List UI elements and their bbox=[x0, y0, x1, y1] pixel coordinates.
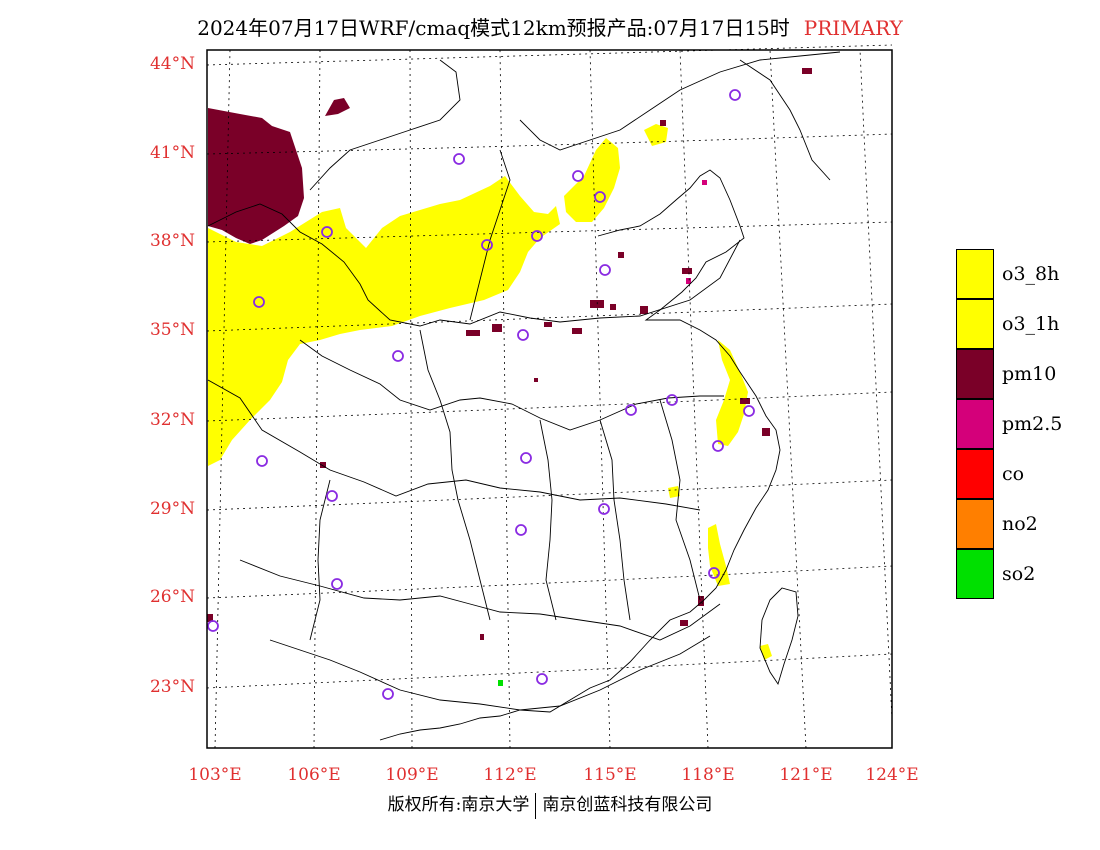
longitude-label: 118°E bbox=[681, 765, 735, 785]
legend-label: no2 bbox=[1002, 513, 1038, 535]
legend-item: no2 bbox=[956, 499, 1076, 549]
legend-item: so2 bbox=[956, 549, 1076, 599]
map-frame-bg bbox=[207, 50, 892, 748]
legend-label: o3_8h bbox=[1002, 263, 1060, 285]
legend-swatch bbox=[956, 449, 994, 499]
latitude-label: 38°N bbox=[149, 231, 195, 251]
station-markers bbox=[207, 89, 755, 700]
o3-patch-central bbox=[208, 176, 560, 466]
longitude-label: 121°E bbox=[779, 765, 833, 785]
legend-item: pm10 bbox=[956, 349, 1076, 399]
legend-item: o3_8h bbox=[956, 249, 1076, 299]
station-marker bbox=[708, 567, 720, 579]
legend-swatch bbox=[956, 349, 994, 399]
station-marker bbox=[207, 620, 219, 632]
station-marker bbox=[453, 153, 465, 165]
legend-swatch bbox=[956, 299, 994, 349]
o3-patch-liaoning bbox=[644, 124, 668, 146]
longitude-label: 106°E bbox=[287, 765, 341, 785]
legend-swatch bbox=[956, 499, 994, 549]
latitude-label: 35°N bbox=[149, 320, 195, 340]
o3-patch-yangtze-delta bbox=[716, 340, 748, 446]
latitude-label: 32°N bbox=[149, 410, 195, 430]
footer-left: 版权所有:南京大学 bbox=[387, 795, 530, 815]
legend-label: o3_1h bbox=[1002, 313, 1060, 335]
latitude-label: 29°N bbox=[149, 499, 195, 519]
station-marker bbox=[666, 394, 678, 406]
latitude-label: 41°N bbox=[149, 143, 195, 163]
legend-swatch bbox=[956, 249, 994, 299]
station-marker bbox=[712, 440, 724, 452]
station-marker bbox=[536, 673, 548, 685]
o3-patch-north-hebei bbox=[564, 138, 620, 222]
latitude-label: 26°N bbox=[149, 587, 195, 607]
latitude-label: 44°N bbox=[149, 54, 195, 74]
map-title: 2024年07月17日WRF/cmaq模式12km预报产品:07月17日15时 P… bbox=[0, 12, 1100, 41]
footer-right: 南京创蓝科技有限公司 bbox=[542, 795, 713, 815]
footer-separator bbox=[535, 792, 537, 819]
legend-item: co bbox=[956, 449, 1076, 499]
station-marker bbox=[515, 524, 527, 536]
station-marker bbox=[598, 503, 610, 515]
legend-label: so2 bbox=[1002, 563, 1036, 585]
o3-patch-fujian bbox=[708, 524, 730, 586]
station-marker bbox=[481, 239, 493, 251]
title-text: 2024年07月17日WRF/cmaq模式12km预报产品:07月17日15时 bbox=[197, 16, 790, 40]
so2-speck bbox=[498, 680, 503, 686]
longitude-label: 124°E bbox=[865, 765, 919, 785]
legend-label: co bbox=[1002, 463, 1025, 485]
footer: 版权所有:南京大学 南京创蓝科技有限公司 bbox=[0, 790, 1100, 819]
station-marker bbox=[520, 452, 532, 464]
pm10-patch-north bbox=[325, 98, 350, 116]
legend-swatch bbox=[956, 549, 994, 599]
station-marker bbox=[382, 688, 394, 700]
pm25-specks bbox=[686, 180, 707, 284]
station-marker bbox=[392, 350, 404, 362]
station-marker bbox=[331, 578, 343, 590]
legend-label: pm10 bbox=[1002, 363, 1057, 385]
legend-swatch bbox=[956, 399, 994, 449]
title-tag: PRIMARY bbox=[803, 16, 903, 40]
station-marker bbox=[253, 296, 265, 308]
legend-item: pm2.5 bbox=[956, 399, 1076, 449]
graticule bbox=[206, 44, 893, 749]
station-marker bbox=[531, 230, 543, 242]
coastline bbox=[379, 169, 799, 741]
longitude-label: 115°E bbox=[583, 765, 637, 785]
longitude-label: 109°E bbox=[385, 765, 439, 785]
station-marker bbox=[599, 264, 611, 276]
station-marker bbox=[517, 329, 529, 341]
station-marker bbox=[256, 455, 268, 467]
station-marker bbox=[572, 170, 584, 182]
station-marker bbox=[625, 404, 637, 416]
station-marker bbox=[326, 490, 338, 502]
station-marker bbox=[594, 191, 606, 203]
latitude-label: 23°N bbox=[149, 677, 195, 697]
longitude-label: 103°E bbox=[188, 765, 242, 785]
station-marker bbox=[729, 89, 741, 101]
station-marker bbox=[321, 226, 333, 238]
map-frame bbox=[206, 49, 893, 749]
longitude-label: 112°E bbox=[483, 765, 537, 785]
pm10-patch-northwest bbox=[208, 108, 304, 244]
station-marker bbox=[743, 405, 755, 417]
province-boundaries bbox=[207, 51, 841, 711]
legend-item: o3_1h bbox=[956, 299, 1076, 349]
o3-patch-jiangxi bbox=[668, 486, 680, 498]
legend-label: pm2.5 bbox=[1002, 413, 1063, 435]
